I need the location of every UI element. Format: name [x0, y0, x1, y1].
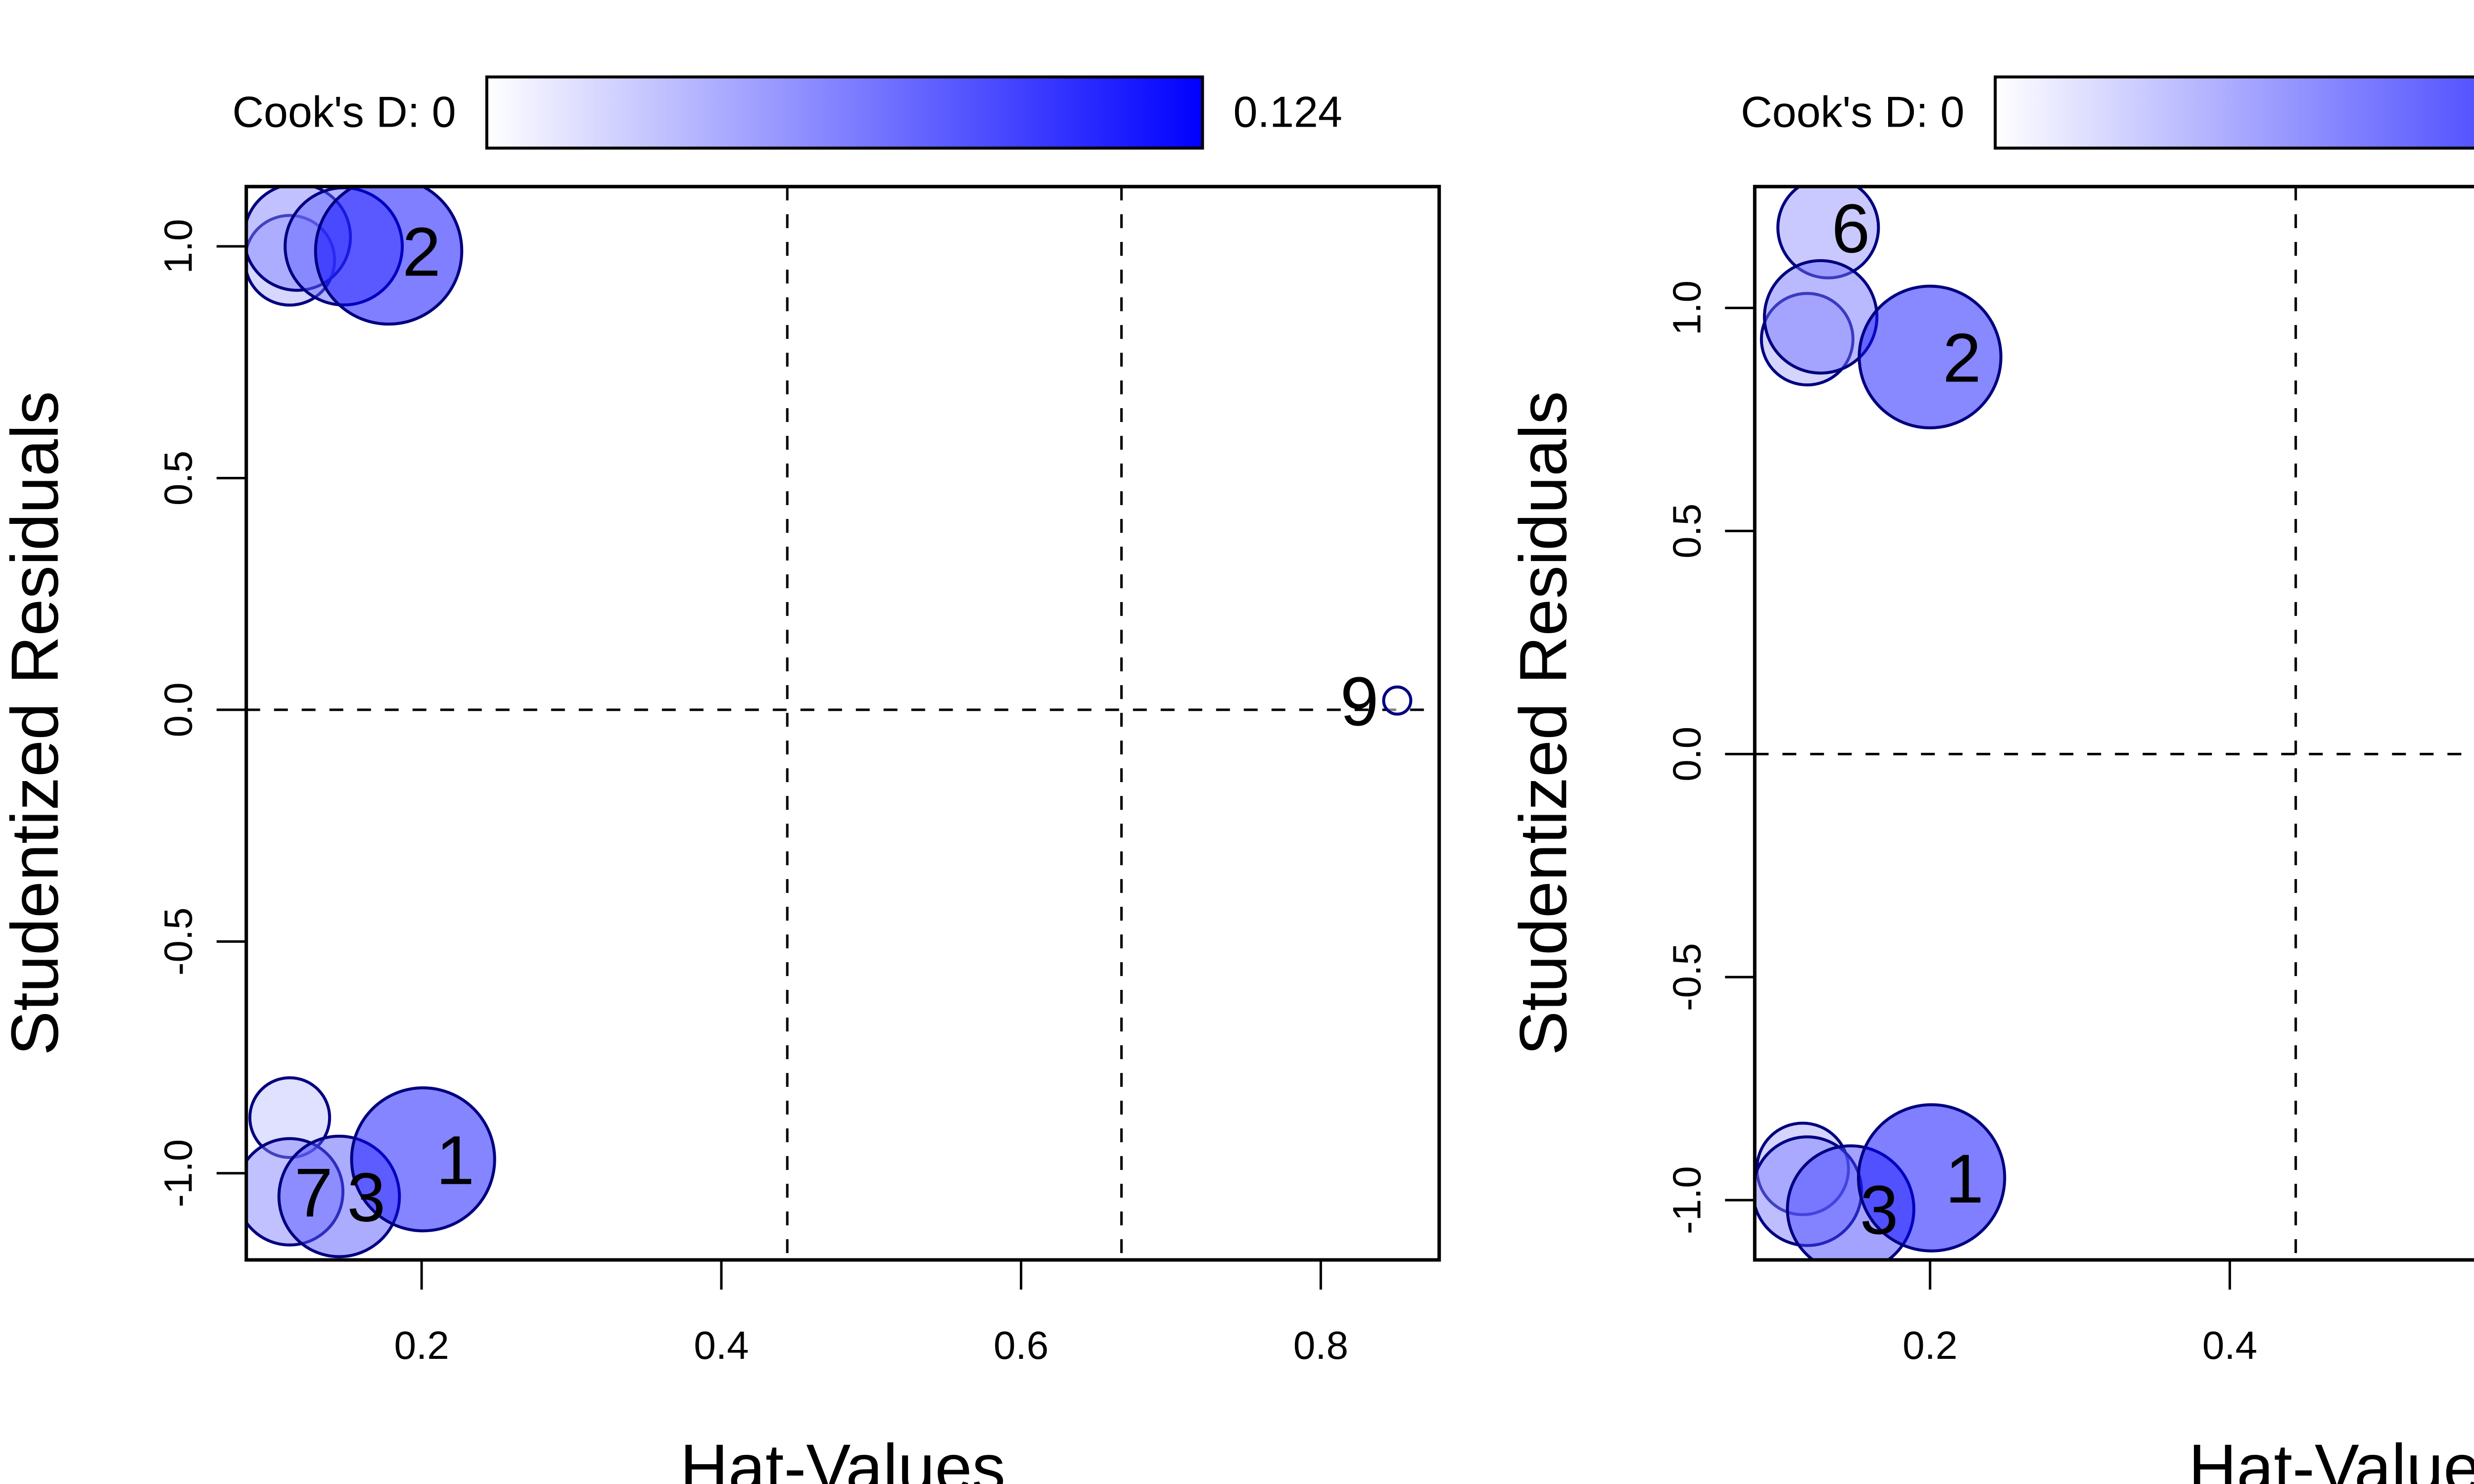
y-tick-label: 0.5: [1665, 504, 1709, 558]
y-axis-title: Studentized Residuals: [0, 391, 72, 1055]
y-axis: -1.0 -0.5 0.0 0.5 1.0: [156, 219, 246, 1207]
y-tick-label: -0.5: [156, 907, 200, 975]
colorbar-max-label: 0.124: [1234, 88, 1342, 137]
point-label-3: 3: [347, 1159, 385, 1236]
x-axis: 0.20.40.60.8: [1903, 1259, 2257, 1367]
x-axis: 0.2 0.4 0.6 0.8: [394, 1259, 1348, 1367]
y-tick-label: 1.0: [1665, 280, 1709, 335]
data-point-9: [1382, 685, 1413, 716]
left-panel: Cook's D: 0 0.124 7 3 1 2 9 0.2 0.4 0.6 0.8 -1.…: [0, 75, 1441, 1484]
y-axis: -1.0 -0.5 0.0 0.5 1.0: [1665, 280, 1755, 1234]
colorbar-gradient: [1994, 75, 2474, 150]
y-tick-label: 0.0: [156, 682, 200, 737]
y-tick-label: -1.0: [1665, 1166, 1709, 1234]
x-tick-label: 0.2: [1903, 1323, 1957, 1367]
data-point-1: [350, 1086, 496, 1233]
point-label-6: 6: [1832, 189, 1870, 267]
data-point-1: [1856, 1103, 2006, 1252]
colorbar-gradient: [485, 75, 1204, 150]
plot-border: [1753, 185, 2474, 1262]
colorbar-min-label: Cook's D: 0: [1741, 88, 1964, 137]
plot-contents: 63129: [1755, 186, 2474, 1260]
x-tick-label: 0.4: [2202, 1323, 2257, 1367]
data-point-2: [1857, 284, 2002, 429]
point-label-2: 2: [402, 213, 441, 290]
x-axis-title: Hat-Values: [680, 1431, 1005, 1484]
plot-area: 63129: [1753, 185, 2474, 1262]
y-axis-title: Studentized Residuals: [1506, 391, 1580, 1055]
y-tick-label: 1.0: [156, 219, 200, 274]
plot-contents: 7 3 1 2 9: [246, 186, 1439, 1260]
x-axis-title: Hat-Values: [2189, 1431, 2474, 1484]
x-tick-label: 0.2: [394, 1323, 449, 1367]
colorbar-min-label: Cook's D: 0: [233, 88, 456, 137]
data-point-2: [314, 186, 464, 326]
x-tick-label: 0.6: [994, 1323, 1048, 1367]
point-label-3: 3: [1860, 1171, 1899, 1249]
y-tick-label: -1.0: [156, 1139, 200, 1207]
plot-border: [244, 185, 1441, 1262]
x-tick-label: 0.8: [1293, 1323, 1348, 1367]
y-tick-label: 0.0: [1665, 727, 1709, 782]
point-label-1: 1: [436, 1121, 475, 1199]
x-tick-label: 0.4: [694, 1323, 749, 1367]
colorbar: Cook's D: 0 0.118: [1741, 75, 2474, 150]
right-panel: Cook's D: 0 0.118 63129 0.20.40.60.8 -1.…: [1506, 75, 2474, 1484]
colorbar: Cook's D: 0 0.124: [233, 75, 1342, 150]
point-label-2: 2: [1943, 319, 1981, 397]
plot-area: 7 3 1 2 9: [244, 185, 1441, 1262]
point-label-1: 1: [1945, 1140, 1984, 1217]
y-tick-label: -0.5: [1665, 943, 1709, 1011]
point-label-9: 9: [1340, 662, 1379, 740]
y-tick-label: 0.5: [156, 451, 200, 506]
point-label-7: 7: [294, 1154, 333, 1231]
